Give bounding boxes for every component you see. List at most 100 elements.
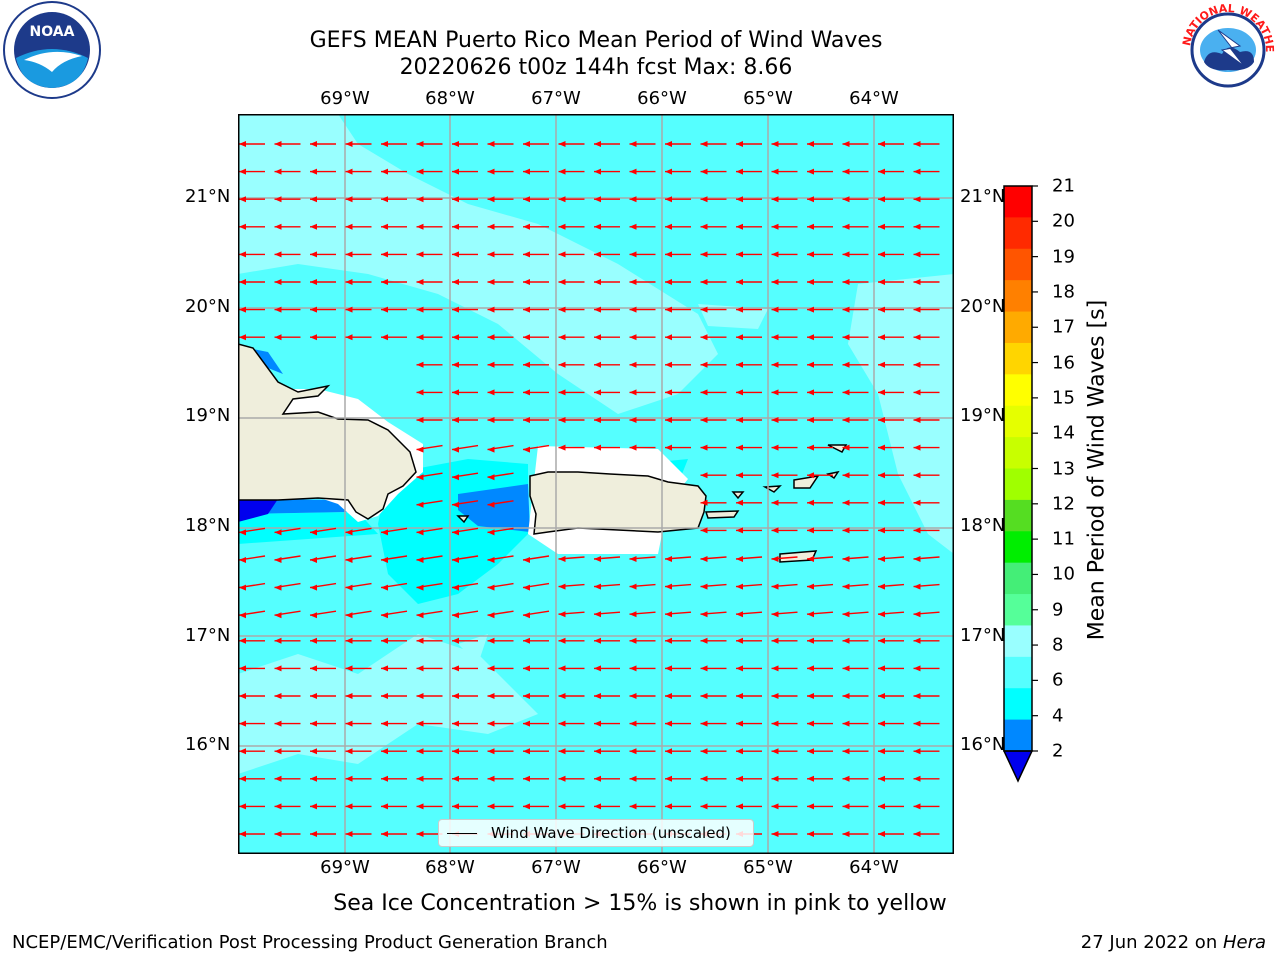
wave-direction-arrow [487, 389, 514, 396]
wave-direction-arrow [700, 361, 727, 368]
wave-direction-arrow [665, 279, 691, 285]
footer-host: Hera [1222, 932, 1266, 953]
wave-direction-arrow [274, 610, 301, 619]
wave-direction-arrow [416, 720, 443, 727]
wave-direction-arrow [878, 168, 904, 175]
wave-direction-arrow [842, 499, 869, 506]
colorbar-tick-label: 20 [1052, 210, 1075, 232]
wave-direction-arrow [913, 472, 940, 479]
wave-direction-arrow [700, 444, 727, 451]
wave-direction-arrow [665, 251, 691, 258]
nws-logo: NATIONAL WEATHER SERVICE [1178, 0, 1276, 98]
wave-direction-arrow [700, 251, 727, 258]
wave-direction-arrow [878, 527, 904, 534]
wave-direction-arrow [381, 196, 407, 203]
wave-direction-arrow [629, 583, 656, 590]
colorbar-tick-label: 8 [1052, 634, 1064, 656]
wave-direction-arrow [274, 831, 301, 837]
wave-direction-arrow [736, 306, 762, 313]
wave-direction-arrow [558, 168, 585, 175]
wave-direction-arrow [487, 748, 514, 755]
wave-direction-arrow [842, 831, 869, 837]
wave-direction-arrow [239, 665, 265, 672]
wave-direction-arrow [238, 582, 266, 591]
wave-direction-arrow [771, 775, 798, 782]
wave-direction-arrow [416, 334, 443, 341]
wave-direction-arrow [523, 141, 549, 147]
wave-direction-arrow [310, 251, 336, 258]
wave-direction-arrow [487, 775, 514, 782]
wave-direction-arrow [842, 720, 869, 727]
wave-direction-arrow [381, 251, 407, 258]
wave-direction-arrow [487, 472, 514, 481]
wave-direction-arrow [487, 527, 514, 536]
wave-direction-arrow [629, 665, 656, 672]
wave-direction-arrow [913, 334, 940, 341]
wave-direction-arrow [771, 444, 798, 451]
wave-direction-arrow [416, 251, 443, 258]
wave-direction-arrow [452, 361, 478, 368]
wave-direction-arrow [735, 611, 763, 618]
wave-direction-arrow [345, 168, 372, 175]
wave-direction-arrow [877, 611, 905, 618]
wave-direction-arrow [310, 279, 336, 285]
wave-direction-arrow [736, 527, 762, 534]
wave-direction-arrow [629, 720, 656, 727]
wave-direction-arrow [700, 223, 727, 230]
wave-direction-arrow [593, 583, 621, 590]
wave-direction-arrow [878, 334, 904, 341]
wave-direction-arrow [487, 555, 514, 563]
wave-direction-arrow [807, 499, 833, 506]
wave-direction-arrow [842, 583, 869, 590]
wave-direction-arrow [842, 665, 869, 672]
wave-direction-arrow [665, 361, 691, 368]
wave-direction-arrow [381, 141, 407, 147]
wave-direction-arrow [523, 279, 549, 285]
wave-direction-arrow [239, 803, 265, 810]
wave-direction-arrow [594, 334, 620, 341]
colorbar-tick-label: 14 [1052, 422, 1075, 444]
wave-direction-arrow [842, 389, 869, 396]
lon-label-bottom: 67°W [531, 857, 581, 878]
wave-direction-arrow [594, 279, 620, 285]
chart-subtitle: 20220626 t00z 144h fcst Max: 8.66 [399, 55, 793, 80]
wave-direction-arrow [345, 637, 372, 644]
wave-direction-arrow [842, 306, 869, 313]
wave-direction-arrow [878, 141, 904, 147]
sea-ice-note: Sea Ice Concentration > 15% is shown in … [333, 891, 947, 916]
wave-direction-arrow [416, 389, 443, 396]
wave-direction-arrow [239, 693, 265, 699]
wave-direction-arrow [416, 637, 443, 644]
wave-direction-arrow [523, 748, 549, 755]
wave-direction-arrow [629, 611, 656, 618]
wave-direction-arrow [736, 417, 762, 423]
wave-direction-arrow [451, 444, 479, 453]
wave-direction-arrow [345, 223, 372, 230]
wave-direction-arrow [771, 334, 798, 341]
colorbar-swatch [1004, 342, 1032, 375]
wave-direction-arrow [558, 693, 585, 699]
wave-direction-arrow [238, 527, 266, 536]
wave-direction-arrow [274, 141, 301, 147]
wave-direction-arrow [807, 196, 833, 203]
wave-direction-arrow [594, 196, 620, 203]
wave-direction-arrow [451, 610, 479, 619]
wave-direction-arrow [664, 583, 692, 590]
wave-direction-arrow [629, 444, 656, 451]
wave-direction-arrow [238, 610, 266, 619]
wave-direction-arrow [807, 361, 833, 368]
wave-direction-arrow [665, 334, 691, 341]
wave-direction-arrow [629, 693, 656, 699]
wave-direction-arrow [381, 334, 407, 341]
wave-direction-arrow [310, 637, 336, 644]
colorbar-swatch [1004, 217, 1032, 250]
wave-direction-arrow [594, 637, 620, 644]
wave-direction-arrow [629, 141, 656, 147]
wave-direction-arrow [807, 637, 833, 644]
wave-direction-arrow [452, 803, 478, 810]
wave-direction-arrow [665, 748, 691, 755]
wave-direction-arrow [523, 334, 549, 341]
wave-direction-arrow [913, 417, 940, 423]
wave-direction-arrow [771, 279, 798, 285]
wave-direction-arrow [771, 583, 798, 590]
